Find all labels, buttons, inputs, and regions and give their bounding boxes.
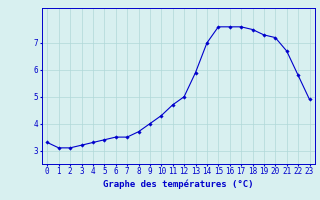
X-axis label: Graphe des températures (°C): Graphe des températures (°C) bbox=[103, 179, 254, 189]
